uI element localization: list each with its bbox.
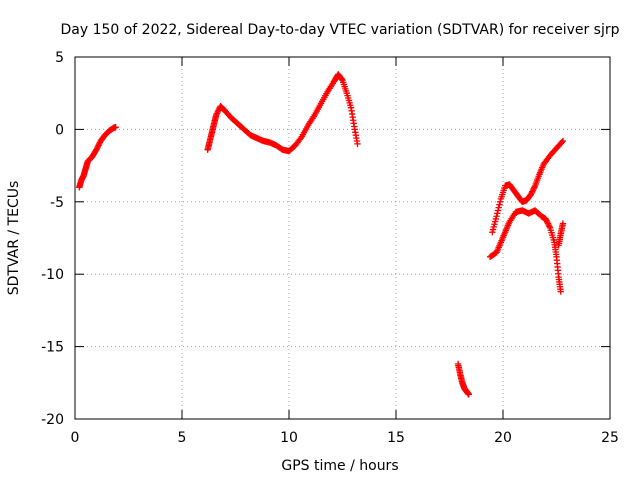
y-tick-label: -20 (41, 412, 64, 428)
data-point (531, 184, 538, 191)
grid (75, 57, 610, 419)
data-point (494, 210, 501, 217)
data-point (96, 140, 103, 148)
data-point (530, 185, 537, 192)
data-point (494, 207, 502, 214)
x-tick-labels: 0 5 10 15 20 25 (71, 430, 619, 446)
x-tick-label: 25 (601, 430, 619, 446)
data-point (529, 188, 536, 195)
y-tick-label: 5 (55, 50, 64, 66)
data-point (297, 134, 304, 142)
data-point (95, 142, 102, 149)
y-tick-label: 0 (55, 122, 64, 138)
series-arc-2 (204, 71, 361, 155)
y-tick-labels: 5 0 -5 -10 -15 -20 (41, 50, 64, 428)
y-tick-label: -10 (41, 267, 64, 283)
data-point (496, 198, 504, 205)
data-point (544, 218, 551, 226)
data-point (529, 187, 537, 194)
data-point (496, 201, 503, 208)
data-point (94, 143, 102, 150)
data-point (465, 391, 472, 398)
data-point (543, 217, 550, 224)
data-point (527, 191, 535, 198)
y-tick-label: -15 (41, 340, 64, 356)
data-point (542, 215, 549, 223)
data-point (544, 220, 552, 227)
data-point (213, 110, 221, 117)
data-point (557, 288, 564, 295)
x-tick-label: 0 (71, 430, 80, 446)
data-point (559, 137, 567, 145)
series-arc-4 (486, 207, 564, 295)
series-arc-6 (555, 220, 567, 249)
data-point (338, 76, 345, 83)
series-arc-3 (454, 360, 472, 398)
ticks (74, 56, 611, 420)
data-point (213, 111, 220, 119)
data-point (493, 213, 500, 220)
series-arc-5 (489, 137, 567, 236)
data-point (354, 140, 361, 148)
x-tick-label: 10 (280, 430, 298, 446)
data-point (546, 223, 553, 230)
data-point (93, 146, 100, 153)
plot-frame (74, 56, 611, 420)
y-axis-label: SDTVAR / TECUs (6, 181, 22, 296)
x-axis-label: GPS time / hours (281, 458, 398, 474)
x-tick-label: 20 (494, 430, 512, 446)
data-point (545, 221, 552, 229)
data-point (495, 204, 502, 211)
data-point (112, 124, 119, 131)
x-tick-label: 15 (387, 430, 405, 446)
chart-title: Day 150 of 2022, Sidereal Day-to-day VTE… (60, 22, 619, 38)
data-point (93, 145, 101, 152)
data-point (215, 107, 222, 114)
data-point (558, 138, 566, 146)
series-arc-1 (76, 124, 119, 191)
data-point (528, 189, 535, 197)
data-series (76, 71, 567, 398)
y-tick-label: -5 (50, 195, 64, 211)
x-tick-label: 5 (178, 430, 187, 446)
data-point (214, 108, 221, 116)
data-point (559, 220, 567, 227)
